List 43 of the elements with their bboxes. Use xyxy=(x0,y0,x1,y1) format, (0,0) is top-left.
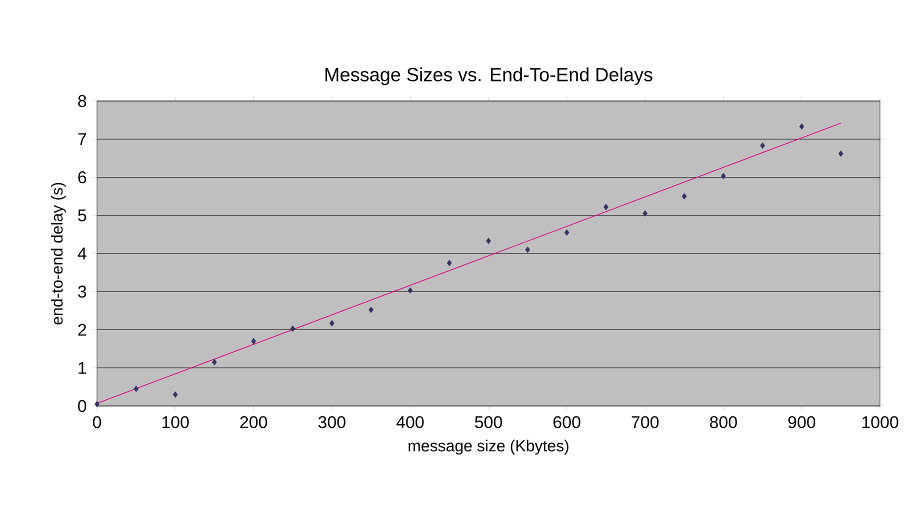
x-tick-label: 700 xyxy=(632,416,659,428)
point xyxy=(486,238,491,244)
point xyxy=(720,172,726,180)
x-tick-label: 600 xyxy=(553,416,580,428)
chart-title: Message Sizes vs. End-To-End Delays xyxy=(325,67,652,86)
point xyxy=(329,320,334,326)
x-axis-title: message size (Kbytes) xyxy=(408,440,568,455)
point xyxy=(446,260,452,266)
y-tick-label: 0 xyxy=(78,400,86,412)
x-tick-label: 300 xyxy=(318,416,346,428)
point xyxy=(564,229,570,236)
y-tick-label: 3 xyxy=(78,286,86,298)
point xyxy=(94,400,100,408)
x-tick-label: 400 xyxy=(396,416,424,428)
x-tick-label: 900 xyxy=(788,416,816,428)
point xyxy=(799,123,804,130)
x-tick-label: 500 xyxy=(474,416,502,428)
point xyxy=(760,142,766,149)
point xyxy=(212,358,217,366)
y-tick-label: 4 xyxy=(78,248,86,260)
x-tick-label: 1000 xyxy=(862,416,898,428)
x-tick-label: 200 xyxy=(240,416,268,428)
point xyxy=(134,386,139,392)
y-tick-label: 1 xyxy=(78,362,86,374)
point xyxy=(251,338,256,344)
x-tick-label: 0 xyxy=(92,416,102,428)
point xyxy=(838,150,844,157)
y-tick-label: 6 xyxy=(78,171,86,184)
y-tick-label: 2 xyxy=(78,324,86,336)
point xyxy=(604,204,608,210)
point xyxy=(682,193,687,200)
y-tick-label: 8 xyxy=(78,94,86,108)
x-tick-label: 800 xyxy=(710,416,737,428)
point xyxy=(290,325,296,332)
point xyxy=(642,210,648,217)
y-tick-label: 5 xyxy=(78,209,86,222)
y-tick-label: 7 xyxy=(78,133,86,145)
x-tick-label: 100 xyxy=(162,416,189,428)
point xyxy=(368,306,374,314)
point xyxy=(172,391,178,398)
point xyxy=(408,287,413,294)
y-axis-title: end-to-end delay (s) xyxy=(50,182,66,324)
point xyxy=(525,246,530,253)
